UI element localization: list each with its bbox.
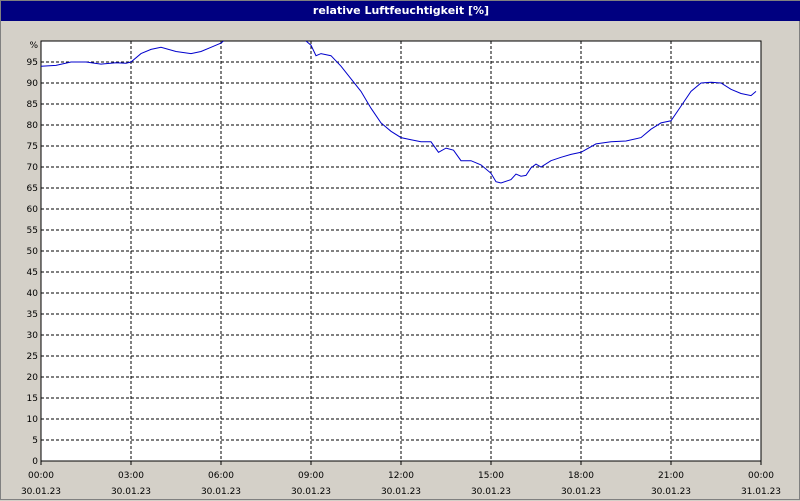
x-tick-time: 12:00: [388, 471, 414, 481]
x-tick-time: 18:00: [568, 471, 594, 481]
humidity-series-line: [41, 41, 224, 67]
y-tick-label: 85: [27, 100, 38, 110]
x-tick-time: 21:00: [658, 471, 684, 481]
y-tick-label: 15: [27, 394, 38, 404]
y-tick-label: 80: [27, 121, 39, 131]
x-tick-date: 30.01.23: [291, 487, 331, 497]
humidity-series-line: [305, 41, 757, 184]
y-tick-label: 25: [27, 352, 38, 362]
chart-title: relative Luftfeuchtigkeit [%]: [1, 1, 800, 21]
plot-border: [40, 40, 762, 462]
y-tick-label: 70: [27, 163, 39, 173]
y-tick-label: 50: [27, 247, 39, 257]
x-tick-time: 00:00: [28, 471, 54, 481]
x-tick-date: 30.01.23: [21, 487, 61, 497]
x-tick-time: 03:00: [118, 471, 144, 481]
y-tick-label: 55: [27, 226, 38, 236]
y-tick-label: 60: [27, 205, 39, 215]
y-tick-label: 75: [27, 142, 38, 152]
y-tick-label: 65: [27, 184, 38, 194]
y-unit-label: %: [29, 41, 38, 51]
y-tick-label: 95: [27, 58, 38, 68]
y-tick-label: 0: [32, 457, 38, 467]
y-tick-label: 35: [27, 310, 38, 320]
x-tick-time: 06:00: [208, 471, 234, 481]
x-tick-time: 09:00: [298, 471, 324, 481]
y-tick-label: 90: [27, 79, 39, 89]
y-tick-label: 5: [32, 436, 38, 446]
x-tick-time: 00:00: [748, 471, 774, 481]
y-tick-label: 45: [27, 268, 38, 278]
y-tick-label: 40: [27, 289, 39, 299]
y-tick-label: 10: [27, 415, 39, 425]
x-tick-time: 15:00: [478, 471, 504, 481]
x-tick-date: 30.01.23: [111, 487, 151, 497]
x-tick-date: 30.01.23: [471, 487, 511, 497]
x-tick-date: 30.01.23: [381, 487, 421, 497]
x-tick-date: 30.01.23: [201, 487, 241, 497]
x-tick-date: 31.01.23: [741, 487, 781, 497]
y-tick-label: 30: [27, 331, 39, 341]
x-tick-date: 30.01.23: [651, 487, 691, 497]
x-tick-date: 30.01.23: [561, 487, 601, 497]
y-tick-label: 20: [27, 373, 39, 383]
